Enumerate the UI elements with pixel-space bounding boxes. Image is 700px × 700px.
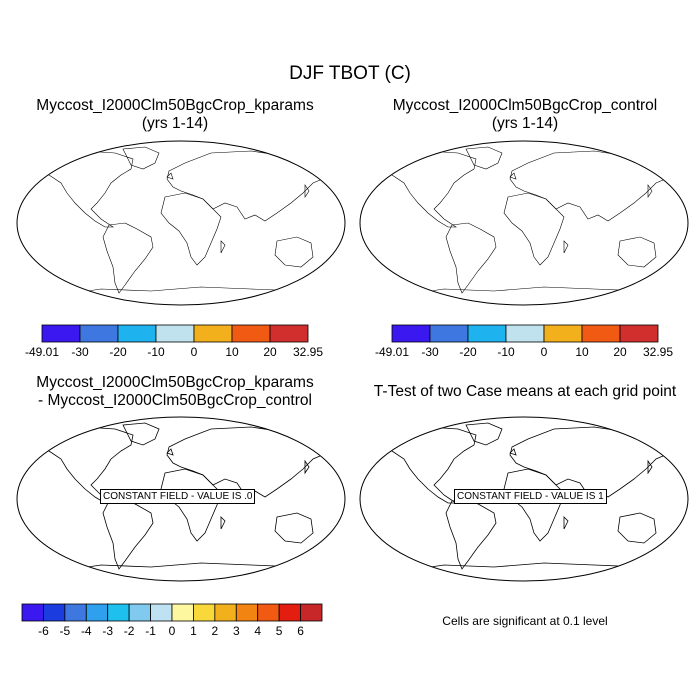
panel4-title-line1: T-Test of two Case means at each grid po… — [373, 383, 677, 400]
colorbar-swatch — [235, 603, 259, 622]
colorbar-tick-label: -3 — [102, 624, 113, 638]
colorbar-swatch — [150, 603, 173, 622]
colorbar-swatch — [79, 324, 119, 343]
colorbar-swatch — [278, 603, 301, 622]
colorbar-swatch — [107, 603, 130, 622]
colorbar-tick-label: 10 — [575, 345, 589, 359]
panel1-title-line2: (yrs 1-14) — [141, 115, 209, 132]
panel1-title-line1: Myccost_I2000Clm50BgcCrop_kparams — [36, 97, 314, 114]
colorbar-temperature-kparams: -49.01 -30 -20 -10 0 10 20 32.95 — [25, 324, 323, 359]
colorbar-swatch — [214, 603, 237, 622]
colorbar-swatch — [128, 603, 151, 622]
panel2-title-line2: (yrs 1-14) — [491, 115, 559, 132]
colorbar-swatch — [43, 603, 66, 622]
panel2-title: Myccost_I2000Clm50BgcCrop_control (yrs 1… — [350, 97, 700, 133]
colorbar-tick-label: 10 — [225, 345, 239, 359]
colorbar-swatch — [231, 324, 271, 343]
colorbar-swatch — [155, 324, 195, 343]
colorbar-tick-label: 0 — [169, 624, 176, 638]
colorbar-difference: -6 -5 -4 -3 -2 -1 0 1 2 3 4 5 6 — [21, 603, 323, 638]
colorbar-swatch — [391, 324, 431, 343]
colorbar-tick-label: -4 — [81, 624, 92, 638]
colorbar-tick-label: 0 — [191, 345, 198, 359]
colorbar-swatch — [467, 324, 507, 343]
map-panel-control — [359, 140, 689, 306]
colorbar-swatch — [505, 324, 545, 343]
colorbar-tick-label: 3 — [233, 624, 240, 638]
colorbar-tick-label: -1 — [145, 624, 156, 638]
colorbar-tick-label: -6 — [38, 624, 49, 638]
colorbar-swatch — [257, 603, 280, 622]
colorbar-tick-label: 4 — [254, 624, 261, 638]
panel2-title-line1: Myccost_I2000Clm50BgcCrop_control — [392, 97, 658, 114]
colorbar-tick-label: -10 — [497, 345, 515, 359]
colorbar-tick-label: -5 — [60, 624, 71, 638]
colorbar-swatch — [41, 324, 81, 343]
colorbar-swatch — [64, 603, 87, 622]
colorbar-tick-label: -49.01 — [375, 345, 409, 359]
colorbar-tick-label: 1 — [190, 624, 197, 638]
colorbar-swatch — [85, 603, 109, 622]
colorbar-temperature-control: -49.01 -30 -20 -10 0 10 20 32.95 — [375, 324, 673, 359]
constant-field-label-difference: CONSTANT FIELD - VALUE IS .0 — [100, 489, 256, 504]
colorbar-tick-label: 32.95 — [293, 345, 323, 359]
page-title: DJF TBOT (C) — [289, 63, 411, 84]
colorbar-swatch — [21, 603, 44, 622]
colorbar-tick-label: -30 — [421, 345, 439, 359]
colorbar-tick-label: 20 — [263, 345, 277, 359]
panel3-title: Myccost_I2000Clm50BgcCrop_kparams - Mycc… — [0, 374, 350, 410]
colorbar-tick-label: 0 — [541, 345, 548, 359]
colorbar-swatch — [300, 603, 323, 622]
colorbar-swatch — [429, 324, 469, 343]
panel4-title: T-Test of two Case means at each grid po… — [350, 383, 700, 401]
colorbar-tick-label: -20 — [109, 345, 127, 359]
colorbar-tick-label: -49.01 — [25, 345, 59, 359]
colorbar-swatch — [193, 324, 233, 343]
colorbar-tick-label: -20 — [459, 345, 477, 359]
colorbar-tick-label: -10 — [147, 345, 165, 359]
colorbar-swatch — [193, 603, 216, 622]
significance-note: Cells are significant at 0.1 level — [442, 614, 608, 628]
colorbar-swatch — [543, 324, 583, 343]
colorbar-tick-label: 32.95 — [643, 345, 673, 359]
colorbar-swatch — [117, 324, 157, 343]
colorbar-tick-label: -2 — [124, 624, 135, 638]
panel3-title-line1: Myccost_I2000Clm50BgcCrop_kparams — [36, 374, 314, 391]
colorbar-tick-label: 20 — [613, 345, 627, 359]
colorbar-tick-label: 6 — [297, 624, 304, 638]
constant-field-label-ttest: CONSTANT FIELD - VALUE IS 1 — [454, 489, 607, 504]
map-panel-kparams — [16, 140, 346, 306]
panel1-title: Myccost_I2000Clm50BgcCrop_kparams (yrs 1… — [0, 97, 350, 133]
colorbar-swatch — [581, 324, 621, 343]
colorbar-swatch — [619, 324, 659, 343]
colorbar-tick-label: -30 — [71, 345, 89, 359]
colorbar-tick-label: 5 — [276, 624, 283, 638]
colorbar-swatch — [269, 324, 309, 343]
colorbar-swatch — [171, 603, 194, 622]
panel3-title-line2: - Myccost_I2000Clm50BgcCrop_control — [38, 392, 312, 409]
colorbar-tick-label: 2 — [212, 624, 219, 638]
